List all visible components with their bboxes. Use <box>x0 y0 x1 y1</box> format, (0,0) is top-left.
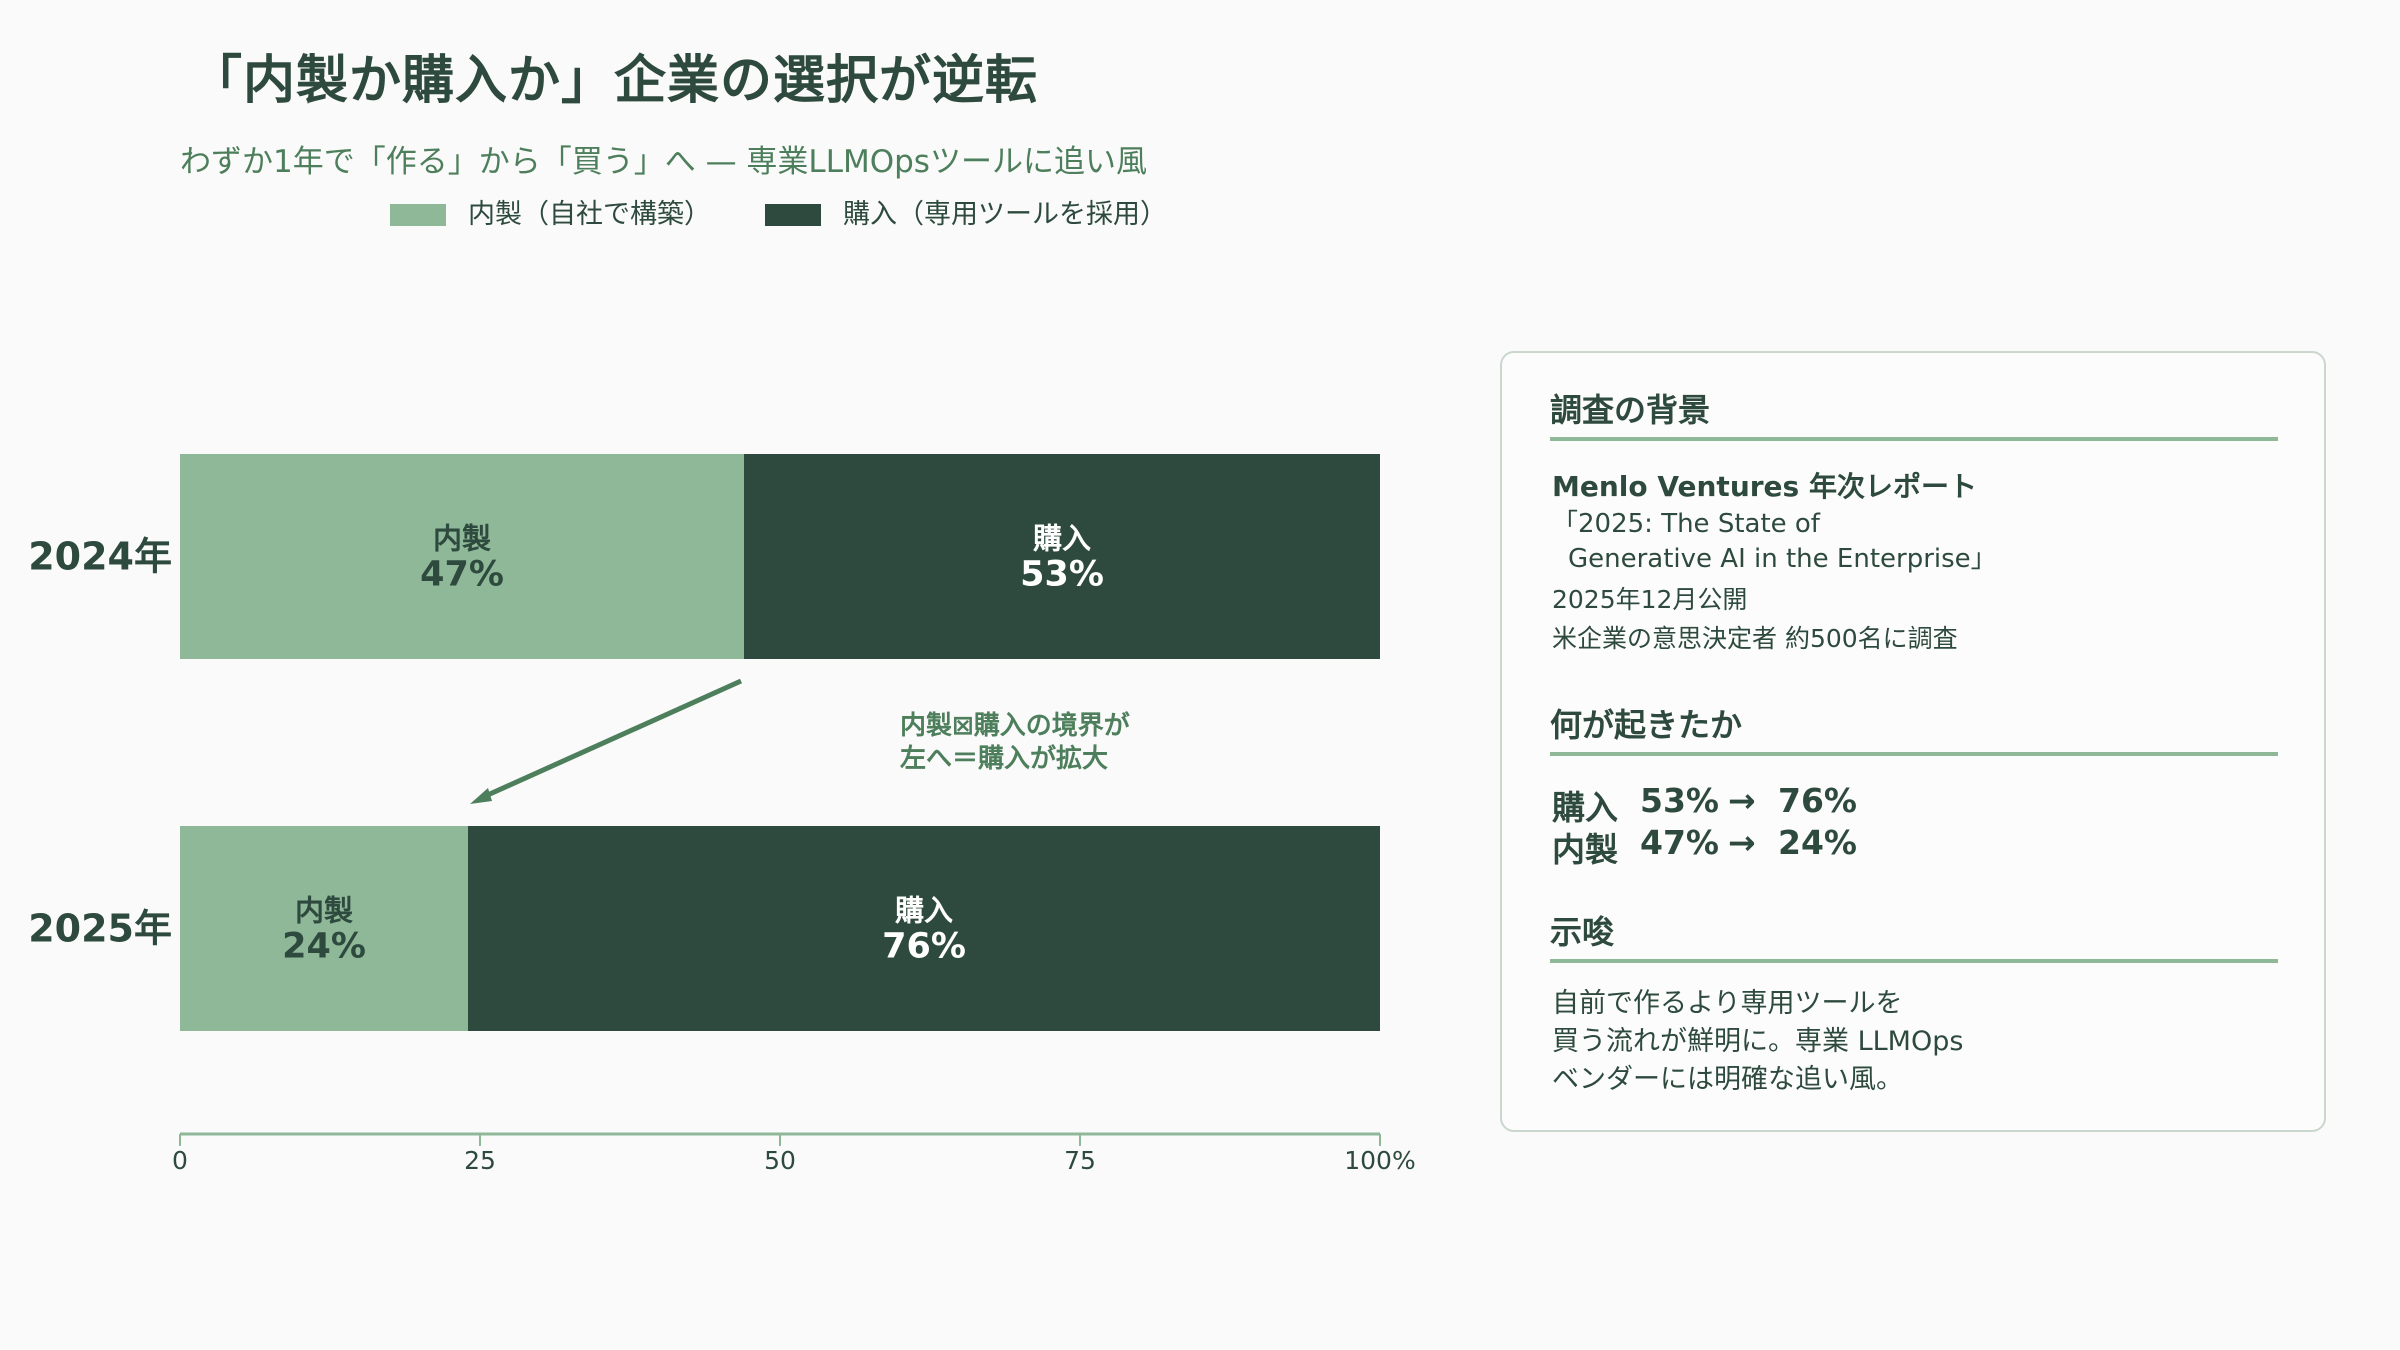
legend-swatch-make <box>390 204 446 226</box>
x-tick-label-1: 0 <box>172 1146 188 1175</box>
published-date: 2025年12月公開 <box>1552 585 1748 614</box>
shift-arrow-head <box>470 788 492 804</box>
background-heading: 調査の背景 <box>1550 385 2278 441</box>
chart-subtitle: わずか1年で「作る」から「買う」へ — 専業LLMOpsツールに追い風 <box>180 144 1147 180</box>
respondents: 米企業の意思決定者 約500名に調査 <box>1552 624 1958 653</box>
stat-buy-row: 購入 53% → 76% <box>1552 781 1952 827</box>
stat-buy-arrow: → <box>1728 781 1756 820</box>
category-label-1: 2024年 <box>28 535 172 579</box>
what-happened-heading: 何が起きたか <box>1550 700 2278 756</box>
implication-heading: 示唆 <box>1550 907 2278 963</box>
bar-segment-buy-1 <box>744 454 1380 659</box>
bar-series-label-make-1: 内製 <box>433 522 491 556</box>
bar-value-label-buy-1: 53% <box>1020 555 1104 595</box>
stat-make-from: 47% <box>1640 823 1719 862</box>
info-panel: 調査の背景 Menlo Ventures 年次レポート 「2025: The S… <box>1500 351 2326 1132</box>
chart-title: 「内製か購入か」企業の選択が逆転 <box>190 51 1039 111</box>
bar-series-label-buy-2: 購入 <box>895 894 953 928</box>
bar-segment-make-1 <box>180 454 744 659</box>
source-title-line-1: 「2025: The State of <box>1552 509 1820 539</box>
bar-series-label-buy-1: 購入 <box>1033 522 1091 556</box>
implication-line-1: 自前で作るより専用ツールを <box>1552 988 1903 1019</box>
stat-make-to: 24% <box>1778 823 1857 862</box>
stat-buy-label: 購入 <box>1552 788 1618 827</box>
stat-make-arrow: → <box>1728 823 1756 862</box>
stat-make-label: 内製 <box>1552 830 1618 869</box>
legend-swatch-buy <box>765 204 821 226</box>
source-title-line-2: Generative AI in the Enterprise」 <box>1568 544 1997 574</box>
legend-label-buy: 購入（専用ツールを採用） <box>843 199 1167 230</box>
bar-value-label-make-2: 24% <box>282 927 366 967</box>
x-tick-label-2: 25 <box>464 1146 496 1175</box>
bar-value-label-make-1: 47% <box>420 555 504 595</box>
stat-make-row: 内製 47% → 24% <box>1552 823 1952 869</box>
annotation-line-1: 内製⊠購入の境界が <box>900 710 1130 741</box>
shift-arrow-line <box>479 678 743 801</box>
implication-line-2: 買う流れが鮮明に。専業 LLMOps <box>1552 1026 1964 1057</box>
bar-value-label-buy-2: 76% <box>882 927 966 967</box>
category-label-2: 2025年 <box>28 907 172 951</box>
x-tick-label-4: 75 <box>1064 1146 1096 1175</box>
stat-buy-from: 53% <box>1640 781 1719 820</box>
annotation-line-2: 左へ＝購入が拡大 <box>900 743 1108 774</box>
stat-buy-to: 76% <box>1778 781 1857 820</box>
legend-label-make: 内製（自社で構築） <box>468 199 711 230</box>
bar-segment-make-2 <box>180 826 468 1031</box>
bar-series-label-make-2: 内製 <box>295 894 353 928</box>
source-name: Menlo Ventures 年次レポート <box>1552 470 1977 503</box>
x-tick-label-3: 50 <box>764 1146 796 1175</box>
bar-segment-buy-2 <box>468 826 1380 1031</box>
x-tick-label-5: 100% <box>1344 1146 1415 1175</box>
implication-line-3: ベンダーには明確な追い風。 <box>1552 1064 1903 1095</box>
